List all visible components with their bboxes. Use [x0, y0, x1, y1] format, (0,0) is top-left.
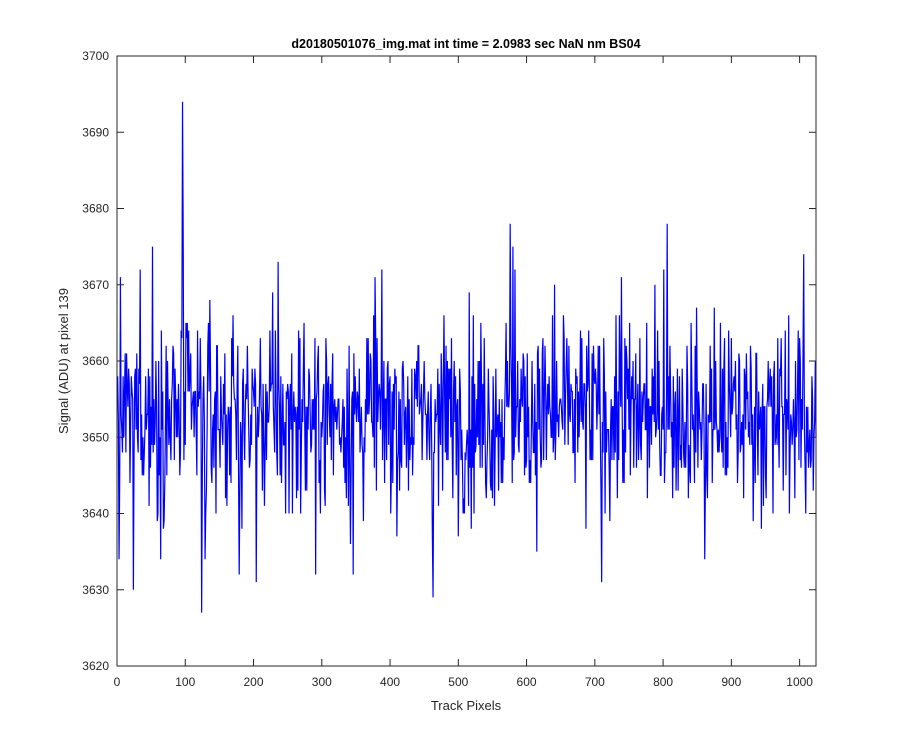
x-tick-label: 400: [380, 675, 400, 689]
chart-title: d20180501076_img.mat int time = 2.0983 s…: [291, 37, 640, 51]
y-tick-label: 3620: [82, 659, 109, 673]
signal-series-line: [117, 101, 817, 613]
y-tick-label: 3700: [82, 49, 109, 63]
x-tick-label: 500: [448, 675, 468, 689]
y-tick-label: 3670: [82, 278, 109, 292]
x-tick-label: 0: [114, 675, 121, 689]
x-tick-label: 700: [585, 675, 605, 689]
y-tick-label: 3650: [82, 430, 109, 444]
y-tick-label: 3680: [82, 202, 109, 216]
x-tick-label: 600: [517, 675, 537, 689]
x-tick-label: 200: [244, 675, 264, 689]
x-tick-label: 1000: [786, 675, 813, 689]
data-layer: [117, 101, 817, 613]
y-tick-label: 3640: [82, 507, 109, 521]
x-tick-label: 300: [312, 675, 332, 689]
y-tick-label: 3660: [82, 354, 109, 368]
y-tick-label: 3690: [82, 125, 109, 139]
x-tick-label: 100: [175, 675, 195, 689]
x-tick-label: 900: [721, 675, 741, 689]
y-axis-label: Signal (ADU) at pixel 139: [56, 288, 71, 434]
x-tick-label: 800: [653, 675, 673, 689]
plot-background: [117, 56, 816, 666]
tick-layer: 0 100 200 300 400 500 600 700 800 900 1000 3620 3630…: [82, 49, 816, 689]
y-tick-label: 3630: [82, 583, 109, 597]
x-axis-label: Track Pixels: [431, 698, 502, 713]
